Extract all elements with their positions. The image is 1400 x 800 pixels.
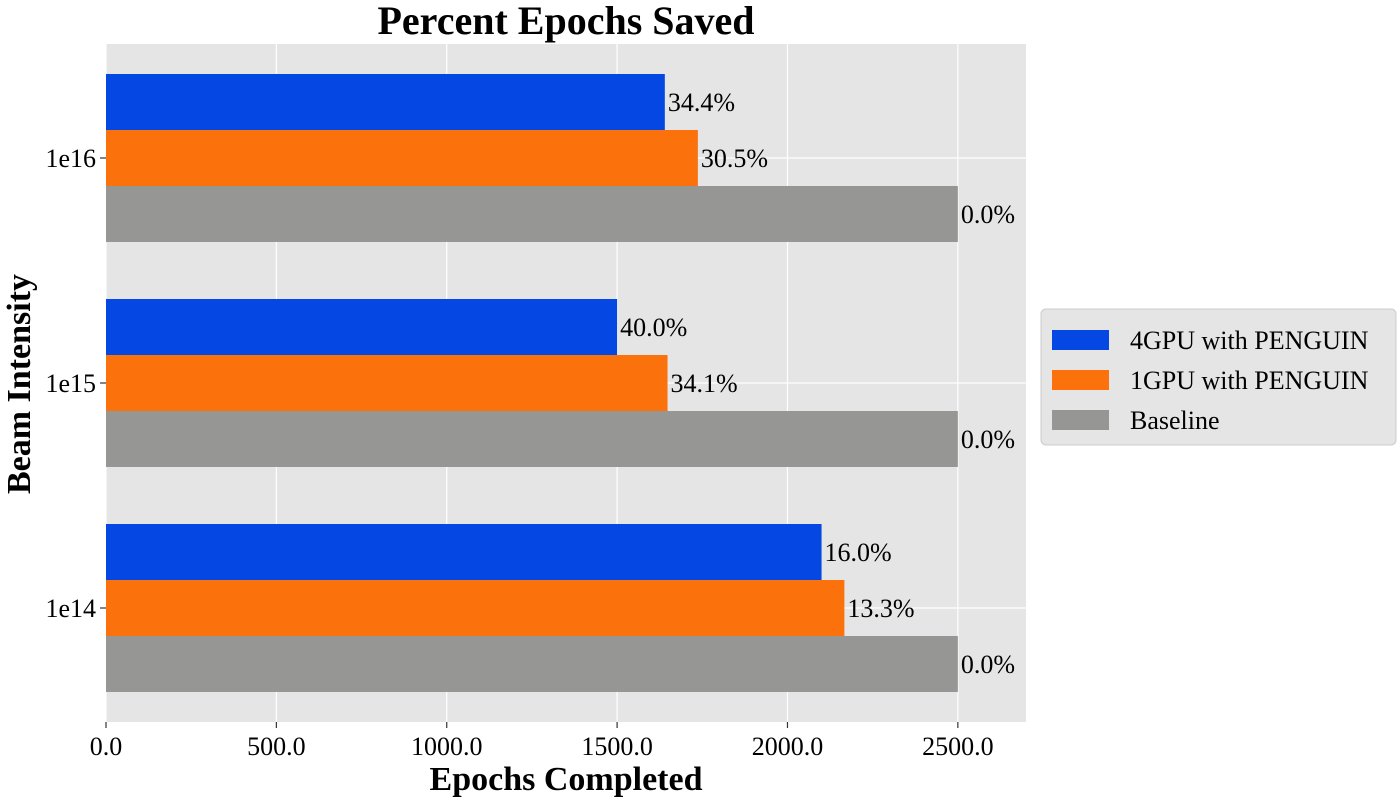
y-axis: 1e16 1e15 1e14: [45, 144, 106, 623]
bar-value-label: 0.0%: [961, 200, 1015, 229]
bar: [106, 299, 618, 355]
x-tick-label: 2000.0: [752, 732, 824, 761]
bar: [106, 186, 958, 242]
y-tick-label: 1e15: [45, 369, 96, 398]
legend-swatch: [1052, 330, 1109, 350]
bar: [106, 130, 698, 186]
legend-box: [1040, 308, 1397, 446]
y-axis-title: Beam Intensity: [1, 274, 38, 494]
x-tick-label: 1500.0: [581, 732, 653, 761]
bar-value-label: 34.1%: [671, 369, 738, 398]
x-tick-label: 0.0: [90, 732, 123, 761]
legend-swatch: [1052, 370, 1109, 390]
x-axis-title: Epochs Completed: [430, 761, 703, 798]
bar-labels: 34.4% 30.5% 0.0% 40.0% 34.1% 0.0% 16.0% 13.3% 0.…: [620, 88, 1015, 679]
bar: [106, 74, 665, 130]
bar: [106, 524, 822, 580]
bar-value-label: 13.3%: [847, 594, 914, 623]
legend-label: 1GPU with PENGUIN: [1130, 366, 1369, 395]
y-tick-label: 1e14: [45, 594, 96, 623]
bars: [106, 74, 958, 692]
legend-swatch: [1052, 410, 1109, 430]
bar-value-label: 0.0%: [961, 425, 1015, 454]
chart-title: Percent Epochs Saved: [377, 0, 754, 43]
bar-value-label: 40.0%: [620, 313, 687, 342]
bar-value-label: 16.0%: [825, 538, 892, 567]
legend-label: 4GPU with PENGUIN: [1130, 326, 1369, 355]
x-tick-label: 1000.0: [411, 732, 483, 761]
bar: [106, 411, 958, 467]
bar-value-label: 30.5%: [701, 144, 768, 173]
legend: 4GPU with PENGUIN 1GPU with PENGUIN Baseli…: [1040, 308, 1397, 446]
bar: [106, 355, 668, 411]
x-tick-label: 500.0: [247, 732, 306, 761]
x-axis: 0.0 500.0 1000.0 1500.0 2000.0 2500.0: [90, 722, 994, 761]
bar: [106, 580, 845, 636]
x-tick-label: 2500.0: [922, 732, 994, 761]
bar-value-label: 0.0%: [961, 650, 1015, 679]
y-tick-label: 1e16: [45, 144, 96, 173]
legend-label: Baseline: [1130, 406, 1220, 435]
bar-value-label: 34.4%: [668, 88, 735, 117]
bar: [106, 636, 958, 692]
